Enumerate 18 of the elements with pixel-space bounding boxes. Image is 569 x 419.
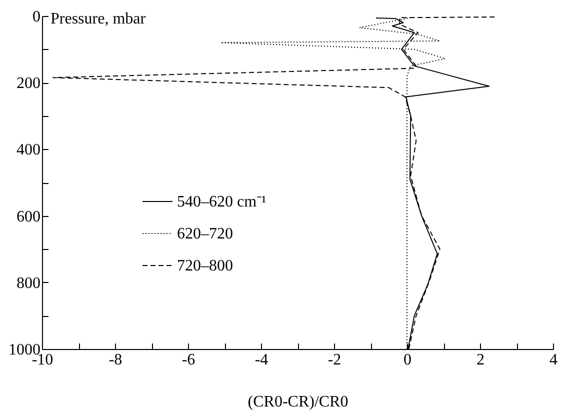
legend-label: 720–800 xyxy=(177,258,233,274)
x-axis-title: (CR0-CR)/CR0 xyxy=(248,394,348,410)
x-tick-label: -8 xyxy=(108,352,122,368)
legend-label: 620–720 xyxy=(177,226,233,242)
y-tick-label: 1000 xyxy=(8,342,40,358)
x-tick-label: 4 xyxy=(550,352,558,368)
y-tick-label: 0 xyxy=(32,8,40,26)
y-tick-label: 200 xyxy=(16,75,40,92)
x-tick-label: -4 xyxy=(254,352,268,368)
y-axis-title: Pressure, mbar xyxy=(50,10,146,28)
x-tick-label: 0 xyxy=(404,352,412,368)
y-tick-label: 800 xyxy=(16,274,40,292)
x-tick-label: -6 xyxy=(182,352,196,368)
y-tick-label: 400 xyxy=(16,142,40,159)
y-tick-label: 600 xyxy=(16,208,40,226)
x-tick-label: 2 xyxy=(476,352,484,368)
legend-label: 540–620 cm⁻¹ xyxy=(177,194,267,210)
x-tick-label: -2 xyxy=(328,352,342,368)
